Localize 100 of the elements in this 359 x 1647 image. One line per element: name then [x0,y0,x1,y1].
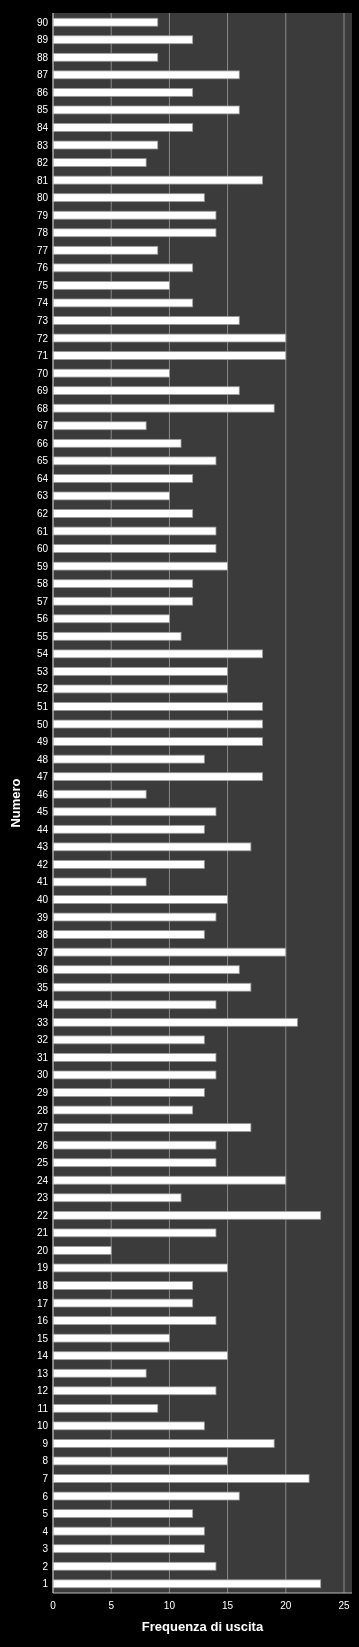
bar [52,1000,217,1010]
bar [52,316,240,325]
y-tick-label: 5 [42,1508,49,1520]
y-tick-label: 34 [36,999,49,1011]
x-tick-label: 20 [280,1600,292,1611]
bar [52,193,205,203]
y-tick-label: 35 [36,981,49,993]
y-tick-label: 90 [36,16,49,28]
y-tick-label: 9 [42,1437,49,1449]
y-tick-label: 15 [36,1332,49,1344]
y-tick-label: 73 [36,314,49,326]
bar [52,333,287,343]
y-tick-label: 71 [36,350,49,362]
y-tick-label: 72 [36,332,49,344]
y-tick-label: 61 [36,525,49,537]
bar [52,1140,217,1150]
bar [52,491,170,501]
bar [52,421,147,431]
bar [52,1053,217,1062]
bar [52,105,240,115]
y-axis-title: Numero [8,778,23,828]
y-tick-label: 31 [36,1051,49,1063]
y-tick-label: 18 [36,1280,49,1292]
bar [52,1263,228,1273]
bar [52,298,194,308]
y-tick-label: 66 [36,437,49,449]
y-tick-label: 63 [36,490,49,502]
bar [52,1246,112,1255]
y-tick-label: 4 [42,1525,49,1537]
bar [52,509,194,518]
bar [52,140,159,150]
y-tick-label: 58 [36,578,49,590]
bar [52,965,240,975]
x-tick-label: 15 [222,1600,234,1611]
bar [52,1088,205,1097]
bar [52,1561,217,1571]
bar [52,631,182,641]
bar [52,1281,194,1290]
y-tick-label: 47 [36,771,49,783]
y-tick-label: 56 [36,613,49,625]
x-tick-label: 10 [163,1600,176,1611]
y-tick-label: 69 [36,385,49,397]
y-tick-label: 29 [36,1087,49,1099]
bar [52,526,217,536]
y-tick-label: 57 [36,595,49,607]
bar [52,649,263,659]
y-tick-label: 16 [36,1315,49,1327]
y-tick-label: 17 [36,1297,49,1309]
bar [52,579,194,589]
bar [52,544,217,553]
bar [52,1439,275,1448]
x-tick-label: 25 [338,1600,350,1611]
y-tick-label: 27 [36,1122,49,1134]
bar [52,930,205,939]
bar [52,1158,217,1168]
bar [52,807,217,817]
y-tick-label: 13 [36,1367,49,1379]
bar [52,386,240,396]
bar [52,772,263,782]
bar [52,667,228,676]
bar [52,877,147,887]
bar [52,895,228,904]
bar [52,1368,147,1378]
y-tick-label: 49 [36,736,49,748]
bar [52,614,170,624]
bar [52,719,263,729]
bar [52,1333,170,1343]
bar [52,1193,182,1203]
y-tick-label: 36 [36,964,49,976]
y-tick-label: 40 [36,894,49,905]
y-tick-label: 84 [36,121,49,133]
bar [52,17,159,27]
bar [52,1544,205,1554]
bar [52,912,217,922]
bar [52,245,159,255]
bar [52,860,205,869]
y-tick-label: 20 [36,1244,49,1256]
bar [52,210,217,220]
y-tick-label: 68 [36,402,49,414]
bar [52,1386,217,1396]
y-tick-label: 76 [36,262,49,274]
y-tick-label: 38 [36,929,49,941]
bar [52,596,194,606]
y-tick-label: 80 [36,192,49,204]
y-tick-label: 11 [37,1402,49,1414]
y-tick-label: 55 [36,630,49,642]
bar [52,35,194,45]
y-tick-label: 3 [42,1543,49,1555]
y-tick-label: 41 [36,876,49,888]
bar [52,351,287,360]
y-tick-label: 1 [42,1578,49,1590]
y-tick-label: 32 [36,1034,49,1046]
bar [52,1403,159,1413]
y-tick-label: 75 [36,279,49,291]
bar [52,1210,322,1220]
y-tick-label: 22 [36,1209,49,1221]
y-tick-label: 26 [36,1139,49,1151]
y-tick-label: 59 [36,560,49,572]
y-tick-label: 74 [36,297,49,309]
y-tick-label: 14 [36,1350,49,1362]
